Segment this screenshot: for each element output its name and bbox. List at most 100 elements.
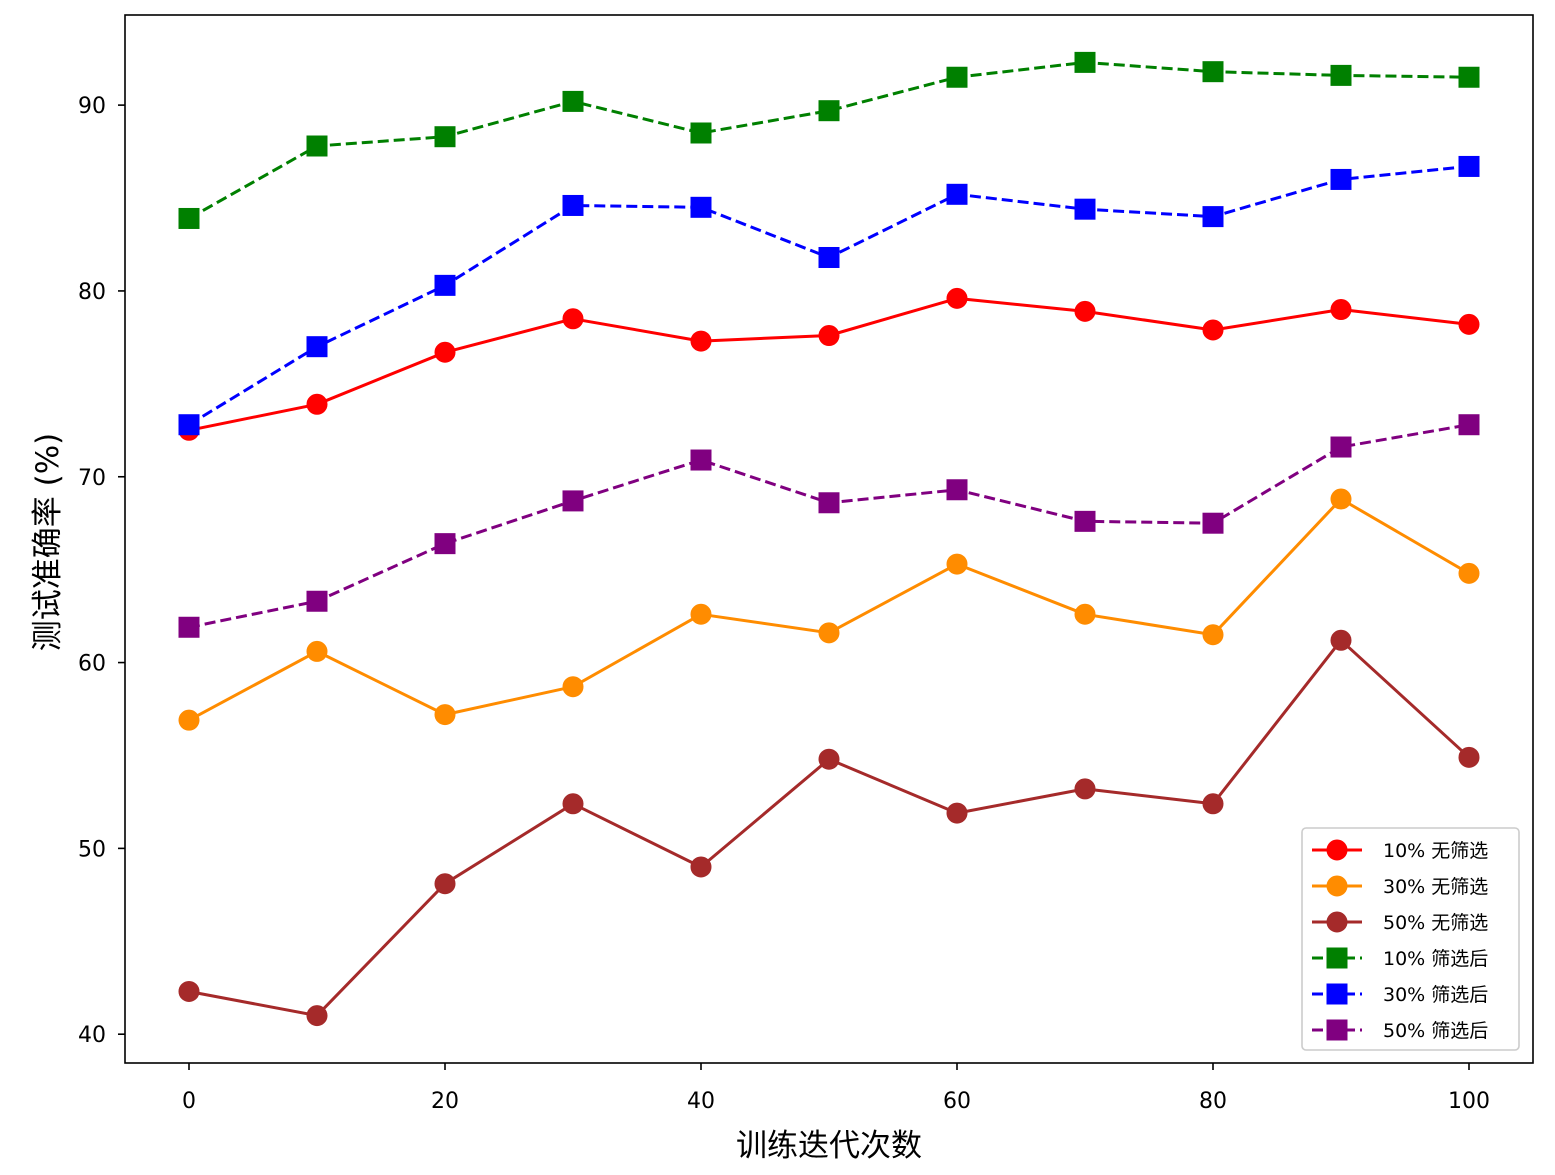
- legend-marker-swatch: [1326, 839, 1348, 861]
- data-point-0-9: [1330, 299, 1352, 321]
- data-point-1-1: [306, 640, 328, 662]
- data-point-4-10: [1458, 155, 1480, 177]
- data-point-3-6: [946, 66, 968, 88]
- data-point-4-4: [690, 196, 712, 218]
- series-5: [178, 414, 1480, 638]
- data-point-0-6: [946, 287, 968, 309]
- legend: 10% 无筛选 30% 无筛选 50% 无筛选 10% 筛选后 30% 筛选后 50% 筛…: [1301, 827, 1520, 1051]
- data-point-5-0: [178, 616, 200, 638]
- series-layer: [178, 51, 1480, 1027]
- legend-marker-swatch: [1326, 875, 1348, 897]
- legend-label: 10% 无筛选: [1383, 840, 1488, 862]
- series-0: [178, 287, 1480, 441]
- data-point-2-5: [818, 748, 840, 770]
- series-3: [178, 51, 1480, 229]
- x-tick-label: 100: [1448, 1089, 1490, 1114]
- y-tick-label: 50: [78, 837, 106, 862]
- y-tick-label: 40: [78, 1023, 106, 1048]
- data-point-1-10: [1458, 562, 1480, 584]
- x-axis-label: 训练迭代次数: [736, 1128, 922, 1164]
- data-point-5-10: [1458, 414, 1480, 436]
- data-point-2-3: [562, 793, 584, 815]
- data-point-2-4: [690, 856, 712, 878]
- x-tick-label: 40: [687, 1089, 715, 1114]
- data-point-4-3: [562, 194, 584, 216]
- x-tick-label: 60: [943, 1089, 971, 1114]
- legend-entry: 50% 筛选后: [1312, 1019, 1488, 1042]
- data-point-4-5: [818, 246, 840, 268]
- data-point-2-6: [946, 802, 968, 824]
- data-point-3-0: [178, 207, 200, 229]
- legend-marker-swatch: [1326, 947, 1348, 969]
- data-point-1-5: [818, 622, 840, 644]
- series-line-3: [188, 60, 1470, 220]
- data-point-0-4: [690, 330, 712, 352]
- legend-label: 30% 筛选后: [1383, 984, 1488, 1006]
- data-point-1-2: [434, 704, 456, 726]
- data-point-0-8: [1202, 319, 1224, 341]
- data-point-0-7: [1074, 300, 1096, 322]
- data-point-1-4: [690, 603, 712, 625]
- data-point-5-8: [1202, 512, 1224, 534]
- data-point-1-9: [1330, 488, 1352, 510]
- data-point-3-7: [1074, 51, 1096, 73]
- data-point-2-10: [1458, 746, 1480, 768]
- data-point-1-3: [562, 676, 584, 698]
- data-point-3-9: [1330, 64, 1352, 86]
- data-point-4-8: [1202, 206, 1224, 228]
- plot-frame: [124, 14, 1534, 1064]
- data-point-5-6: [946, 479, 968, 501]
- legend-marker-swatch: [1326, 983, 1348, 1005]
- data-point-1-6: [946, 553, 968, 575]
- x-tick-label: 20: [431, 1089, 459, 1114]
- legend-label: 30% 无筛选: [1383, 876, 1488, 898]
- data-point-3-1: [306, 135, 328, 157]
- data-point-5-3: [562, 490, 584, 512]
- x-tick-label: 80: [1199, 1089, 1227, 1114]
- data-point-4-0: [178, 414, 200, 436]
- data-point-5-1: [306, 590, 328, 612]
- data-point-5-7: [1074, 510, 1096, 532]
- data-point-5-2: [434, 533, 456, 555]
- data-point-0-3: [562, 308, 584, 330]
- plot-area-background: [125, 15, 1533, 1063]
- series-4: [178, 155, 1480, 436]
- y-tick-label: 90: [78, 94, 106, 119]
- data-point-2-0: [178, 980, 200, 1002]
- data-point-2-1: [306, 1005, 328, 1027]
- series-1: [178, 488, 1480, 731]
- x-tick-label: 0: [182, 1089, 196, 1114]
- legend-label: 50% 无筛选: [1383, 912, 1488, 934]
- legend-entry: 10% 筛选后: [1312, 947, 1488, 970]
- data-point-0-5: [818, 325, 840, 347]
- data-point-3-3: [562, 90, 584, 112]
- data-point-3-4: [690, 122, 712, 144]
- data-point-5-4: [690, 449, 712, 471]
- data-point-1-7: [1074, 603, 1096, 625]
- legend-marker-swatch: [1326, 911, 1348, 933]
- data-point-2-2: [434, 873, 456, 895]
- data-point-2-9: [1330, 629, 1352, 651]
- data-point-3-2: [434, 126, 456, 148]
- data-point-4-2: [434, 274, 456, 296]
- data-point-4-6: [946, 183, 968, 205]
- data-point-2-7: [1074, 778, 1096, 800]
- data-point-0-1: [306, 393, 328, 415]
- y-tick-label: 70: [78, 466, 106, 491]
- y-tick-label: 80: [78, 280, 106, 305]
- y-axis: 40 50 60 70 80 90: [78, 94, 125, 1048]
- data-point-5-9: [1330, 436, 1352, 458]
- data-point-1-0: [178, 709, 200, 731]
- legend-marker-swatch: [1326, 1019, 1348, 1041]
- legend-entry: 50% 无筛选: [1312, 911, 1488, 934]
- data-point-4-1: [306, 336, 328, 358]
- legend-label: 10% 筛选后: [1383, 948, 1488, 970]
- data-point-5-5: [818, 492, 840, 514]
- data-point-2-8: [1202, 793, 1224, 815]
- data-point-3-10: [1458, 66, 1480, 88]
- data-point-1-8: [1202, 624, 1224, 646]
- legend-entry: 10% 无筛选: [1312, 839, 1488, 862]
- legend-label: 50% 筛选后: [1383, 1020, 1488, 1042]
- data-point-4-9: [1330, 168, 1352, 190]
